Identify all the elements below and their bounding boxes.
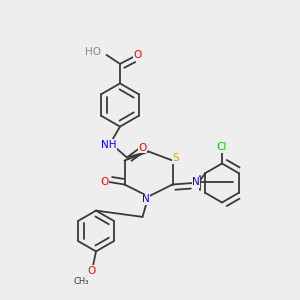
Text: N: N: [142, 194, 150, 205]
Text: HO: HO: [85, 47, 101, 57]
Text: NH: NH: [101, 140, 117, 150]
Text: O: O: [134, 50, 142, 60]
Text: Cl: Cl: [217, 142, 227, 152]
Text: O: O: [100, 177, 108, 187]
Text: S: S: [173, 153, 179, 163]
Text: N: N: [192, 177, 200, 188]
Text: O: O: [88, 266, 96, 276]
Text: O: O: [139, 142, 147, 153]
Text: CH₃: CH₃: [73, 277, 89, 286]
